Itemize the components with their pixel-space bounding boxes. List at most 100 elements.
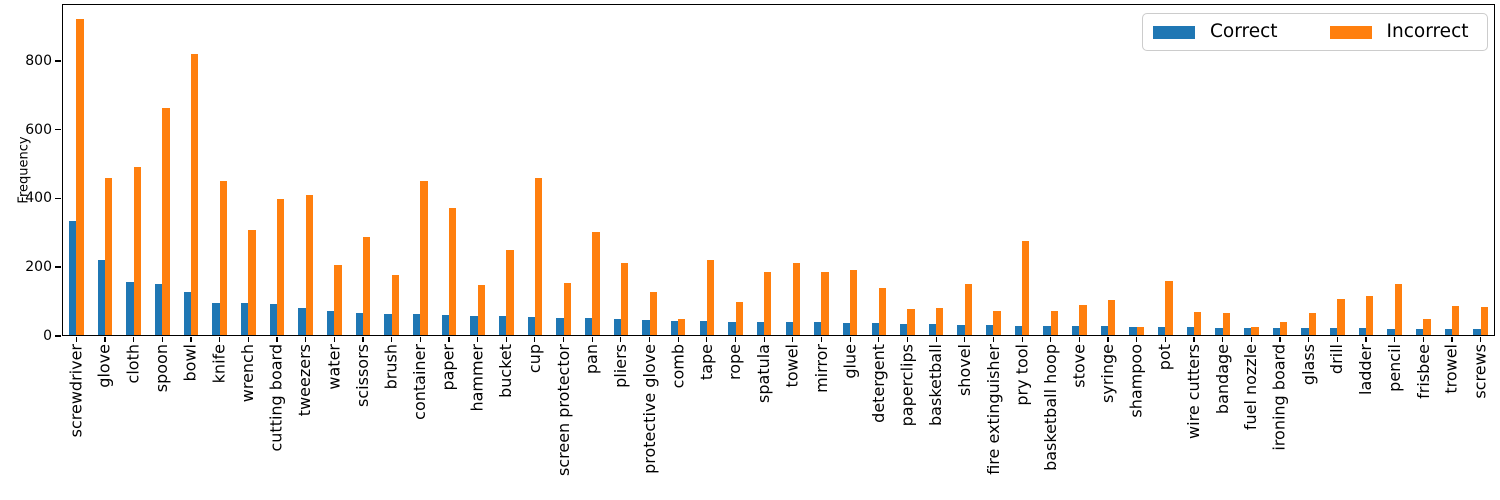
x-tick-label: frisbee bbox=[1413, 344, 1433, 399]
bar-incorrect bbox=[1308, 313, 1316, 336]
y-tick-label: 0 bbox=[43, 328, 52, 344]
x-tick-label: pry tool bbox=[1012, 344, 1032, 406]
bar-correct bbox=[1416, 328, 1424, 336]
x-tick-label: knife bbox=[209, 344, 229, 384]
x-tick-mark bbox=[133, 337, 135, 342]
bar-correct bbox=[1244, 327, 1252, 336]
x-tick-mark bbox=[1480, 337, 1482, 342]
bar-correct bbox=[412, 314, 421, 336]
x-tick-label: screwdriver bbox=[66, 344, 86, 438]
bar-correct bbox=[1473, 329, 1481, 336]
bar-incorrect bbox=[1136, 327, 1145, 336]
x-tick-mark bbox=[505, 337, 507, 342]
bar-incorrect bbox=[305, 194, 313, 336]
bar-correct bbox=[470, 315, 478, 336]
bar-correct bbox=[355, 312, 363, 336]
bar-correct bbox=[212, 302, 220, 336]
bar-correct bbox=[871, 322, 879, 336]
bar-correct bbox=[1358, 328, 1367, 336]
bar-incorrect bbox=[391, 274, 399, 336]
bar-incorrect bbox=[448, 208, 457, 336]
y-tick-label: 400 bbox=[25, 190, 52, 207]
x-tick-mark bbox=[1222, 337, 1224, 342]
x-tick-mark bbox=[1164, 337, 1166, 342]
bar-correct bbox=[1158, 327, 1166, 336]
bar-correct bbox=[1186, 327, 1195, 336]
bar-correct bbox=[1100, 326, 1109, 336]
x-tick-label: ironing board bbox=[1270, 344, 1290, 451]
bar-correct bbox=[326, 311, 335, 336]
x-tick-mark bbox=[648, 337, 651, 342]
y-tick-mark bbox=[55, 128, 61, 131]
bar-correct bbox=[756, 321, 765, 336]
y-tick-label: 800 bbox=[25, 52, 52, 69]
bar-incorrect bbox=[104, 177, 113, 336]
x-tick-label: cloth bbox=[123, 344, 143, 384]
y-axis-label: Frequency bbox=[16, 136, 32, 204]
bar-correct bbox=[126, 281, 134, 336]
x-tick-label: towel bbox=[782, 344, 802, 388]
x-tick-label: drill bbox=[1327, 344, 1347, 375]
bar-correct bbox=[1301, 328, 1309, 336]
bar-incorrect bbox=[1165, 280, 1173, 336]
bar-incorrect bbox=[190, 53, 199, 336]
bar-incorrect bbox=[1280, 321, 1288, 336]
x-tick-mark bbox=[1279, 337, 1281, 342]
x-tick-label: spoon bbox=[152, 344, 172, 393]
x-tick-label: syringe bbox=[1098, 344, 1118, 403]
x-tick-mark bbox=[1136, 337, 1138, 342]
bar-incorrect bbox=[506, 250, 514, 336]
bar-correct bbox=[1387, 328, 1395, 336]
bar-incorrect bbox=[1022, 241, 1030, 336]
x-tick-mark bbox=[677, 337, 679, 342]
x-tick-label: pot bbox=[1155, 344, 1175, 371]
bar-incorrect bbox=[993, 311, 1001, 336]
bar-incorrect bbox=[792, 263, 801, 336]
bar-incorrect bbox=[706, 259, 715, 336]
x-tick-mark bbox=[333, 337, 335, 342]
bar-correct bbox=[928, 324, 937, 336]
bar-correct bbox=[728, 321, 736, 336]
bar-correct bbox=[900, 323, 908, 336]
bar-correct bbox=[155, 284, 163, 336]
bar-incorrect bbox=[1366, 296, 1374, 336]
x-tick-mark bbox=[305, 337, 307, 342]
x-tick-mark bbox=[247, 337, 249, 342]
x-tick-label: paperclips bbox=[897, 344, 917, 427]
x-tick-mark bbox=[190, 337, 192, 342]
bar-incorrect bbox=[1194, 311, 1202, 336]
y-tick-label: 600 bbox=[25, 121, 52, 138]
bar-correct bbox=[642, 319, 650, 336]
bar-incorrect bbox=[964, 284, 973, 336]
x-tick-mark bbox=[734, 337, 737, 342]
bar-correct bbox=[814, 322, 822, 336]
bar-incorrect bbox=[276, 199, 285, 336]
x-tick-mark bbox=[878, 337, 880, 342]
y-tick-mark bbox=[55, 266, 61, 268]
legend-label: Incorrect bbox=[1386, 20, 1469, 42]
bar-incorrect bbox=[735, 301, 743, 336]
bar-correct bbox=[97, 260, 105, 336]
x-tick-mark bbox=[820, 337, 823, 342]
x-tick-label: basketball bbox=[926, 344, 946, 426]
bar-incorrect bbox=[362, 237, 371, 336]
x-tick-label: cup bbox=[524, 344, 544, 374]
bar-correct bbox=[269, 304, 277, 336]
legend-item-correct: Correct bbox=[1153, 22, 1278, 42]
x-tick-mark bbox=[419, 337, 421, 342]
x-tick-label: shovel bbox=[954, 344, 974, 397]
x-tick-mark bbox=[763, 337, 765, 342]
bar-correct bbox=[842, 322, 851, 336]
x-tick-mark bbox=[534, 337, 536, 342]
x-tick-label: pliers bbox=[610, 344, 630, 388]
x-tick-label: mirror bbox=[811, 344, 831, 393]
x-tick-label: wrench bbox=[238, 344, 258, 403]
x-tick-mark bbox=[104, 337, 106, 342]
x-tick-mark bbox=[448, 337, 450, 342]
x-tick-mark bbox=[906, 337, 909, 342]
bar-incorrect bbox=[334, 265, 342, 336]
x-tick-mark bbox=[706, 337, 708, 342]
bar-incorrect bbox=[936, 308, 944, 336]
bar-correct bbox=[1043, 326, 1051, 336]
